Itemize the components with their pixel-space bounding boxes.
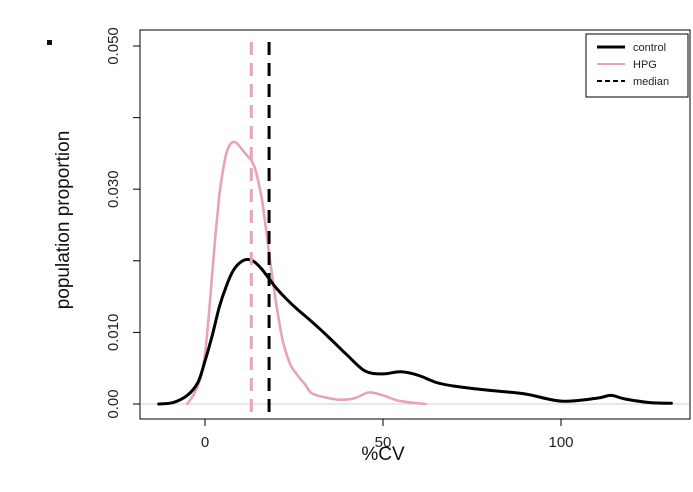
y-tick-label: 0.010 bbox=[105, 314, 122, 352]
legend-label-HPG: HPG bbox=[633, 59, 657, 71]
legend: control HPG median bbox=[585, 33, 689, 98]
y-axis: 0.00 0.010 0.030 0.050 bbox=[105, 27, 141, 419]
x-tick-label: 100 bbox=[548, 434, 573, 451]
x-tick-label: 0 bbox=[201, 434, 209, 451]
y-tick-label: 0.030 bbox=[105, 170, 122, 208]
legend-label-median: median bbox=[633, 76, 669, 88]
y-tick-label: 0.050 bbox=[105, 27, 122, 65]
x-tick-label: 50 bbox=[375, 434, 392, 451]
series-line-hpg bbox=[185, 140, 427, 406]
corner-mark bbox=[47, 40, 52, 45]
series-layer bbox=[157, 140, 673, 406]
series-line-control bbox=[157, 257, 673, 406]
y-tick-label: 0.00 bbox=[105, 389, 122, 418]
x-axis-title: %CV bbox=[361, 444, 405, 465]
legend-box bbox=[585, 33, 689, 98]
legend-label-control: control bbox=[633, 42, 666, 54]
y-axis-title: population proportion bbox=[53, 131, 74, 310]
x-axis: 0 50 100 bbox=[201, 418, 574, 451]
